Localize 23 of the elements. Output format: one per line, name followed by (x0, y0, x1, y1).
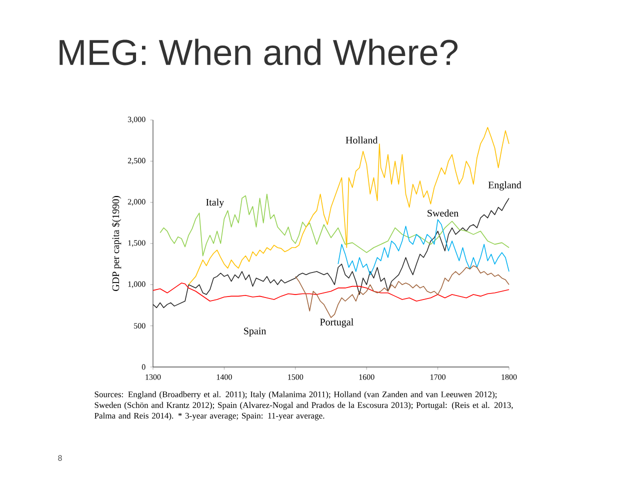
x-tick-label: 1300 (146, 374, 161, 380)
series-label: Sweden (428, 210, 458, 217)
x-tick-label: 1400 (216, 374, 232, 380)
y-tick-label: 3,000 (128, 116, 146, 124)
chart-title: MEG: When and Where? (60, 38, 458, 66)
x-tick-label: 1700 (430, 374, 446, 380)
text: 8 (58, 455, 62, 461)
y-tick-label: 1,000 (128, 281, 146, 288)
y-tick-label: 500 (134, 323, 146, 329)
x-tick-label: 1500 (288, 374, 304, 380)
x-tick-label: 1600 (359, 374, 374, 380)
source-note: Sources: England (Broadberry et al. 2011); Italy (Malanima 2011); Holland (van Zanden and van Leeuwen 2012); Sweden (Schön and Krantz 2012); Spain (Alvarez-Nogal and Prados de la Escosura 2013); Portugal: (Reis et al. 2013, Palma and Reis 2014). * 3-year average; Spain: 11-year average. (94, 391, 513, 420)
y-axis-title: GDP per capita $(1990) (112, 196, 122, 291)
x-tick-label: 1800 (502, 374, 517, 380)
series-label: England (488, 181, 522, 190)
series-label: Holland (346, 136, 378, 144)
series-label: Italy (206, 198, 224, 208)
text: Spain (244, 328, 266, 336)
series-label: Portugal (320, 318, 354, 328)
y-tick-label: 0 (142, 364, 146, 370)
y-tick-label: 2,000 (128, 199, 146, 206)
y-tick-label: 2,500 (128, 158, 146, 164)
y-tick-label: 1,500 (128, 240, 146, 247)
